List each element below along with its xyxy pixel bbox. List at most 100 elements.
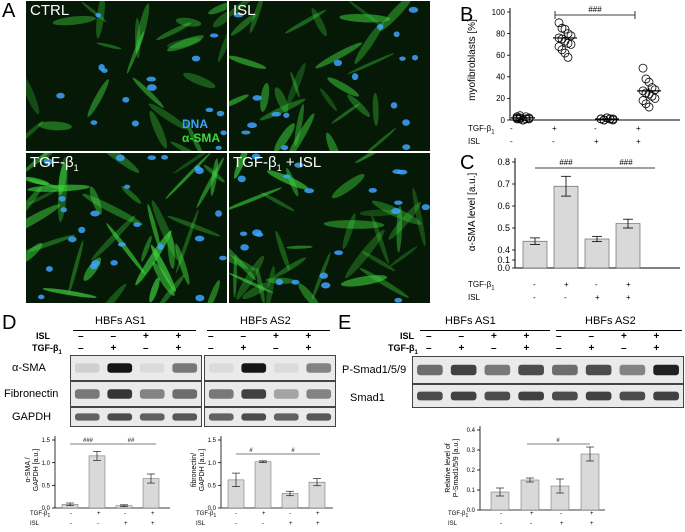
micrograph-label-tgf-isl: TGF-β1 + ISL bbox=[233, 154, 321, 173]
blot-band bbox=[208, 413, 234, 421]
chart-b-tick-label: 60 bbox=[496, 51, 505, 60]
cell-fiber bbox=[229, 1, 262, 21]
cell-nucleus bbox=[123, 184, 131, 189]
cell-fiber bbox=[96, 42, 122, 50]
cell-nucleus bbox=[147, 155, 157, 161]
chart-d2-row1-3: + bbox=[316, 511, 320, 517]
blot-band bbox=[619, 391, 646, 401]
chart-b-point bbox=[566, 31, 576, 41]
micrograph-label-tgf-text: TGF-β bbox=[30, 154, 74, 171]
chart-c-tick-label: 0.6 bbox=[497, 201, 510, 211]
cell-nucleus bbox=[394, 200, 403, 205]
blot-band bbox=[585, 364, 612, 376]
chart-d2-row2-2: + bbox=[289, 521, 293, 527]
d-isl-cell-1: – bbox=[110, 331, 117, 342]
cell-fiber bbox=[259, 98, 306, 121]
chart-b-tick-label: 40 bbox=[496, 73, 505, 82]
cell-fiber bbox=[340, 275, 388, 287]
cell-fiber bbox=[210, 158, 218, 196]
cell-nucleus bbox=[68, 236, 77, 243]
d-tgf-cell-3: + bbox=[175, 343, 182, 354]
chart-c-bar bbox=[584, 238, 610, 269]
chart-c-sig2: ### bbox=[619, 158, 633, 167]
cell-fiber bbox=[315, 42, 363, 69]
cell-nucleus bbox=[122, 96, 130, 103]
chart-e-bar bbox=[580, 453, 600, 511]
blot-band bbox=[74, 389, 100, 399]
chart-e-sig: # bbox=[556, 438, 560, 444]
d-tgf-label: TGF-β1 bbox=[32, 343, 62, 356]
cell-fiber bbox=[389, 246, 418, 267]
chart-b-tick-label: 100 bbox=[492, 8, 506, 17]
cell-fiber bbox=[345, 229, 385, 279]
chart-d2-row1-0: - bbox=[235, 511, 237, 517]
blot-band bbox=[241, 413, 267, 421]
d-tgf-cell-2: – bbox=[143, 343, 149, 354]
cell-fiber bbox=[152, 261, 175, 296]
cell-nucleus bbox=[117, 242, 126, 247]
e-tgf-cell-1: + bbox=[458, 343, 465, 354]
cell-fiber bbox=[135, 3, 150, 53]
chart-b-point bbox=[638, 63, 648, 73]
d-tgf-cell-1: + bbox=[110, 343, 117, 354]
e-blot-smad-image bbox=[417, 391, 679, 401]
d-blot-gapdh-2-image bbox=[208, 413, 332, 421]
chart-e: Relative level of P-Smad1/5/9 [a.u.] 0.4… bbox=[445, 426, 605, 514]
cell-fiber bbox=[284, 9, 327, 34]
chart-d1-tick-label: 1.5 bbox=[42, 438, 51, 444]
d-isl-cell-4: – bbox=[208, 331, 214, 342]
chart-d2-sig2: # bbox=[291, 448, 295, 454]
micrograph-label-ctrl: CTRL bbox=[30, 2, 70, 19]
cell-fiber bbox=[87, 79, 109, 118]
cell-fiber bbox=[229, 94, 249, 109]
cell-fiber bbox=[298, 283, 321, 303]
cell-nucleus bbox=[37, 294, 45, 300]
cell-nucleus bbox=[195, 167, 204, 175]
cell-nucleus bbox=[146, 84, 157, 91]
cell-fiber bbox=[286, 62, 306, 106]
blot-band bbox=[74, 363, 100, 373]
cell-fiber bbox=[229, 272, 274, 294]
cell-nucleus bbox=[195, 294, 205, 302]
cell-fiber bbox=[229, 244, 256, 281]
chart-c-row-tgf-text: TGF-β bbox=[468, 280, 492, 289]
cell-nucleus bbox=[191, 55, 201, 62]
chart-c-bar bbox=[522, 240, 548, 269]
chart-d1-row2-0: - bbox=[70, 521, 72, 527]
micrograph-isl-image bbox=[229, 1, 419, 151]
blot-band bbox=[518, 364, 544, 376]
chart-d2: fibronectin/ GAPDH [a.u.] 1.5 1.0 0.5 0.0 #… bbox=[191, 436, 333, 510]
e-tgf-cell-4: – bbox=[556, 343, 562, 354]
blot-band bbox=[417, 364, 443, 376]
cell-fiber bbox=[342, 213, 356, 250]
e-isl-cell-5: – bbox=[588, 331, 595, 342]
cell-nucleus bbox=[399, 56, 406, 61]
cell-fiber bbox=[106, 223, 146, 275]
cell-fiber bbox=[229, 55, 267, 69]
micrograph-label-tgf: TGF-β1 bbox=[30, 154, 79, 173]
blot-band bbox=[552, 391, 578, 401]
cell-nucleus bbox=[283, 112, 290, 118]
cell-nucleus bbox=[334, 250, 344, 256]
cell-nucleus bbox=[45, 265, 53, 272]
chart-d2-row-tgf: TGF-β1 bbox=[196, 511, 216, 519]
cell-nucleus bbox=[271, 111, 282, 117]
cell-fiber bbox=[38, 153, 58, 163]
chart-d2-row1-2: - bbox=[289, 511, 291, 517]
chart-b-point bbox=[650, 94, 660, 103]
chart-e-row1-2: - bbox=[560, 511, 562, 517]
stain-legend: DNA α-SMA bbox=[182, 117, 220, 145]
chart-b-point bbox=[599, 115, 609, 125]
chart-b-row1-1: + bbox=[552, 124, 557, 133]
cell-fiber bbox=[354, 21, 384, 65]
cell-nucleus bbox=[133, 222, 141, 227]
cell-fiber bbox=[290, 71, 300, 98]
cell-fiber bbox=[165, 153, 212, 200]
cell-fiber bbox=[121, 185, 142, 204]
cell-nucleus bbox=[391, 208, 401, 215]
cell-nucleus bbox=[131, 120, 139, 127]
chart-b-marks bbox=[511, 18, 661, 125]
cell-fiber bbox=[327, 77, 360, 97]
chart-b-row2-2: + bbox=[594, 137, 599, 146]
cell-nucleus bbox=[412, 54, 419, 61]
